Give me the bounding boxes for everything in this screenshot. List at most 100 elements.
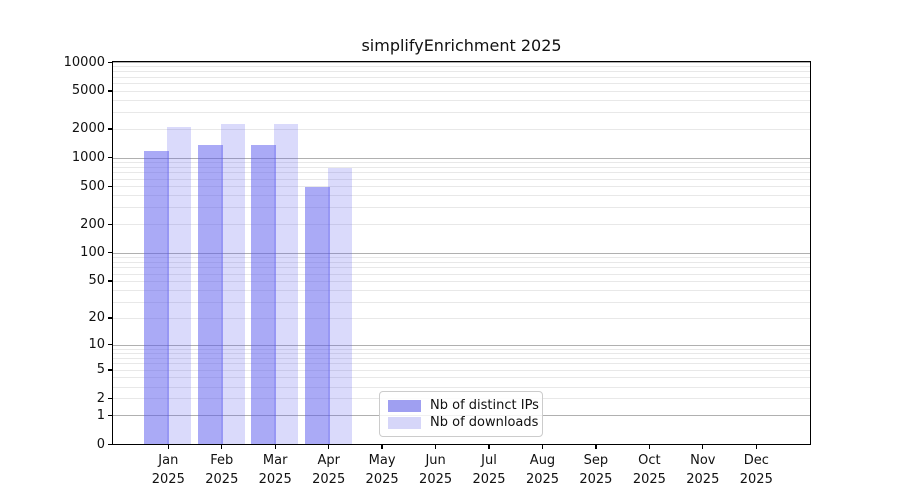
gridline-minor <box>113 161 810 163</box>
bar-distinct-ips-feb <box>197 145 223 444</box>
y-tick-label: 1000 <box>71 150 105 165</box>
x-tick <box>328 444 330 449</box>
x-tick-label: Oct 2025 <box>632 453 666 487</box>
gridline-minor <box>113 369 810 371</box>
x-tick-label: Apr 2025 <box>312 453 346 487</box>
y-tick <box>108 61 113 63</box>
y-tick-label: 20 <box>88 310 105 326</box>
x-tick <box>221 444 223 449</box>
gridline-minor <box>113 111 810 113</box>
y-tick <box>108 252 113 254</box>
bar-downloads-mar <box>274 123 299 444</box>
gridline-minor <box>113 224 810 225</box>
legend-label-downloads: Nb of downloads <box>430 415 539 430</box>
gridline-minor <box>113 172 810 174</box>
y-tick-label: 2 <box>96 390 105 406</box>
x-tick-label: Jul 2025 <box>472 453 506 487</box>
y-tick-label: 10000 <box>63 54 105 70</box>
gridline-minor <box>113 290 810 291</box>
y-tick <box>108 280 113 282</box>
gridline-minor <box>113 66 810 68</box>
x-tick <box>381 444 383 449</box>
y-tick <box>108 344 113 346</box>
legend-item-downloads: Nb of downloads <box>388 415 538 430</box>
y-tick <box>108 414 113 417</box>
bar-distinct-ips-mar <box>251 145 277 444</box>
y-tick <box>108 185 113 188</box>
gridline-minor <box>113 363 810 365</box>
gridline-minor <box>113 261 810 263</box>
y-tick <box>108 90 113 92</box>
legend-swatch-downloads <box>388 416 421 429</box>
legend-label-distinct-ips: Nb of distinct IPs <box>430 398 539 413</box>
gridline-minor <box>113 178 810 180</box>
gridline-minor <box>113 76 810 78</box>
gridline-minor <box>113 301 810 303</box>
y-tick-label: 1 <box>96 407 105 423</box>
y-tick-label: 0 <box>96 436 105 452</box>
y-tick-label: 5 <box>96 362 105 378</box>
y-tick-label: 200 <box>80 216 105 232</box>
y-tick <box>108 128 113 130</box>
x-tick <box>648 444 650 449</box>
y-tick <box>108 443 113 445</box>
x-tick <box>595 444 597 449</box>
bar-downloads-feb <box>220 123 245 444</box>
gridline-minor <box>113 357 810 359</box>
gridline-minor <box>113 207 810 209</box>
x-tick <box>702 444 704 449</box>
gridline-minor <box>113 166 810 168</box>
x-tick-label: Feb 2025 <box>205 453 239 487</box>
y-tick <box>108 369 113 371</box>
gridline-minor <box>113 83 810 85</box>
gridline-minor <box>113 386 810 388</box>
chart-title: simplifyEnrichment 2025 <box>361 36 562 55</box>
bar-distinct-ips-apr <box>304 187 330 444</box>
x-tick-label: May 2025 <box>365 453 399 487</box>
y-tick <box>108 397 113 400</box>
x-tick <box>274 444 276 449</box>
x-tick <box>541 444 544 449</box>
y-tick-label: 500 <box>80 178 105 194</box>
gridline-minor <box>113 317 810 319</box>
x-tick <box>167 444 169 449</box>
x-tick-label: Dec 2025 <box>739 453 773 487</box>
legend-swatch-distinct-ips <box>388 399 421 412</box>
x-tick-label: Nov 2025 <box>686 453 720 487</box>
gridline-minor <box>113 267 810 269</box>
x-tick <box>434 444 437 449</box>
y-tick-label: 5000 <box>71 83 105 99</box>
y-tick-label: 10 <box>88 337 105 352</box>
gridline-minor <box>113 186 810 188</box>
x-tick-label: Aug 2025 <box>525 453 560 487</box>
y-tick <box>108 157 113 159</box>
bar-distinct-ips-jan <box>144 151 170 444</box>
gridline-minor <box>113 352 810 354</box>
gridline-major <box>113 157 810 159</box>
x-tick-label: Sep 2025 <box>579 453 613 487</box>
gridline-major <box>113 344 810 346</box>
gridline-minor <box>113 195 810 197</box>
bar-downloads-apr <box>327 167 352 444</box>
gridline-minor <box>113 377 810 379</box>
gridline-minor <box>113 348 810 350</box>
bar-downloads-jan <box>167 127 192 444</box>
x-tick-label: Jun 2025 <box>419 453 453 487</box>
gridline-minor <box>113 256 810 258</box>
x-tick <box>755 444 757 449</box>
gridline-major <box>113 62 810 63</box>
gridline-minor <box>113 90 810 92</box>
x-tick-label: Jan 2025 <box>151 453 185 487</box>
gridline-minor <box>113 71 810 73</box>
plot-area: Nb of distinct IPs Nb of downloads <box>112 61 811 445</box>
legend: Nb of distinct IPs Nb of downloads <box>379 391 543 437</box>
legend-item-distinct-ips: Nb of distinct IPs <box>388 398 539 413</box>
gridline-minor <box>113 128 810 130</box>
x-tick <box>488 444 490 449</box>
y-tick-label: 50 <box>88 273 105 289</box>
gridline-minor <box>113 273 810 275</box>
y-tick <box>108 317 113 319</box>
y-tick-label: 2000 <box>71 121 105 137</box>
gridline-minor <box>113 280 810 282</box>
